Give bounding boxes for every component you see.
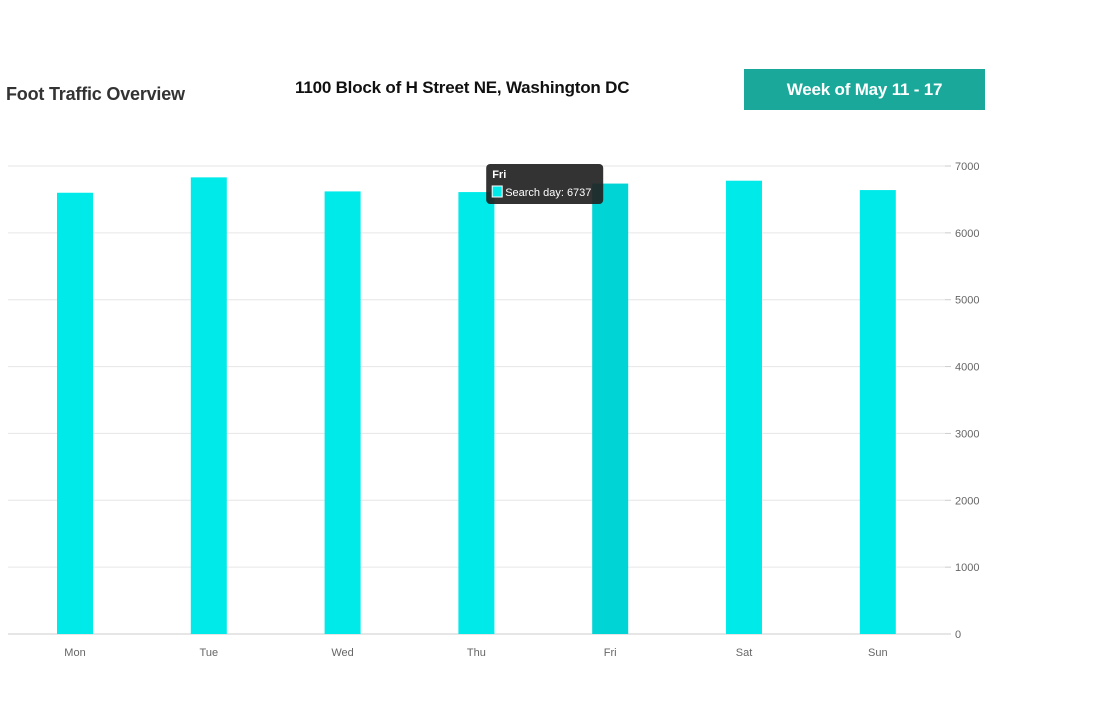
y-tick-label: 7000 — [955, 161, 979, 173]
tooltip-title: Fri — [492, 169, 506, 181]
bar-tue[interactable] — [190, 177, 227, 634]
bar-series — [57, 177, 896, 635]
y-tick-label: 0 — [955, 629, 961, 641]
tooltip-value: Search day: 6737 — [505, 187, 591, 199]
chart-tooltip: Fri Search day: 6737 — [486, 164, 604, 204]
tooltip-color-swatch — [491, 185, 503, 198]
tooltip-background — [486, 164, 604, 204]
x-category-label: Fri — [604, 647, 617, 659]
y-tick-label: 3000 — [955, 428, 979, 440]
y-tick-label: 1000 — [955, 562, 979, 574]
x-axis-category-labels: Mon Tue Wed Thu Fri Sat Sun — [64, 647, 887, 659]
x-category-label: Thu — [467, 647, 486, 659]
y-tick-label: 5000 — [955, 295, 979, 307]
y-axis-tick-labels: 0 1000 2000 3000 4000 5000 6000 7000 — [955, 161, 979, 641]
y-tick-label: 6000 — [955, 228, 979, 240]
bar-sun[interactable] — [859, 190, 896, 634]
page-title: Foot Traffic Overview — [6, 84, 185, 104]
x-category-label: Sat — [736, 647, 753, 659]
bar-mon[interactable] — [57, 192, 93, 634]
week-selector-button[interactable]: Week of May 11 - 17 — [744, 69, 985, 110]
y-tick-label: 2000 — [955, 495, 979, 507]
x-category-label: Mon — [64, 647, 85, 659]
bar-wed[interactable] — [324, 191, 361, 635]
x-category-label: Sun — [868, 647, 888, 659]
x-category-label: Wed — [331, 647, 353, 659]
bar-fri[interactable] — [592, 183, 629, 634]
bar-sat[interactable] — [726, 180, 762, 635]
location-label: 1100 Block of H Street NE, Washington DC — [295, 78, 630, 97]
bar-thu[interactable] — [458, 192, 495, 634]
x-category-label: Tue — [200, 647, 219, 659]
y-tick-label: 4000 — [955, 362, 979, 374]
